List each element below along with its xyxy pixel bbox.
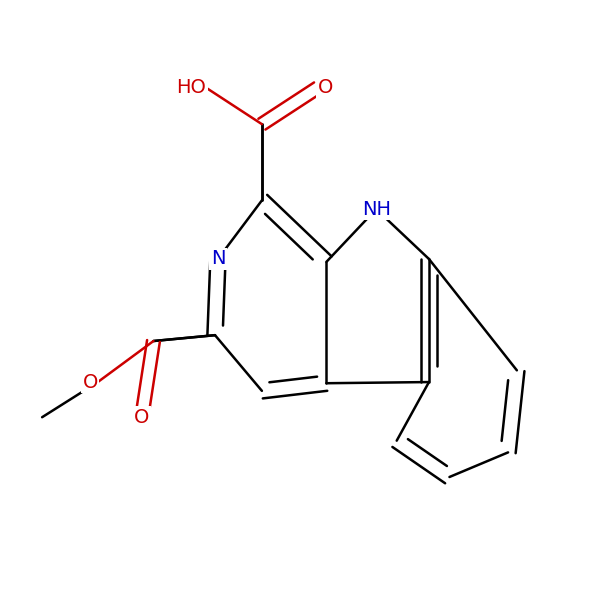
Text: O: O (82, 373, 98, 392)
Text: O: O (317, 79, 333, 97)
Text: O: O (134, 408, 149, 427)
Text: NH: NH (362, 200, 391, 218)
Text: N: N (211, 250, 225, 268)
Text: HO: HO (176, 79, 206, 97)
